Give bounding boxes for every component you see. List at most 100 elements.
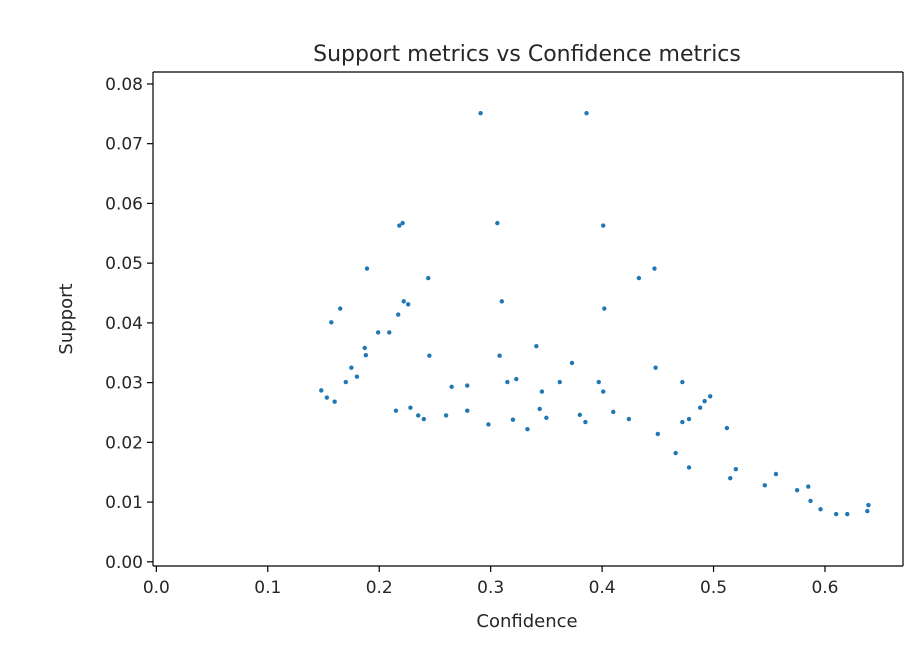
x-tick-label: 0.1 (254, 578, 281, 598)
scatter-point (653, 365, 658, 370)
scatter-point (636, 275, 642, 281)
scatter-point (332, 399, 337, 404)
scatter-point (537, 406, 542, 412)
scatter-point (416, 413, 421, 418)
scatter-point (497, 353, 502, 358)
scatter-point (400, 220, 405, 226)
x-tick-label: 0.0 (143, 578, 170, 598)
scatter-point (680, 419, 685, 425)
scatter-point (866, 502, 871, 508)
y-axis-label: Support (56, 283, 77, 354)
scatter-point (557, 379, 562, 385)
plot-area (319, 111, 871, 517)
scatter-point (577, 412, 583, 418)
scatter-point (478, 111, 483, 116)
scatter-point (510, 417, 516, 422)
y-tick-label: 0.06 (105, 194, 143, 214)
scatter-point (338, 306, 343, 311)
scatter-point (465, 383, 470, 388)
scatter-point (329, 320, 334, 325)
y-tick-label: 0.01 (105, 493, 143, 513)
scatter-point (626, 416, 632, 422)
y-tick-label: 0.03 (105, 374, 143, 394)
scatter-point (728, 475, 733, 481)
scatter-point (408, 405, 413, 410)
scatter-point (686, 416, 692, 422)
y-axis: 0.00 0.01 0.02 0.03 0.04 0.05 0.06 0.07 0.08 (105, 72, 154, 573)
scatter-point (708, 394, 713, 399)
scatter-point (395, 312, 401, 317)
scatter-point (569, 360, 575, 366)
scatter-point (601, 223, 606, 228)
x-tick-label: 0.5 (700, 578, 727, 598)
y-tick-label: 0.05 (105, 254, 143, 274)
scatter-point (686, 465, 692, 470)
x-tick-label: 0.4 (589, 578, 616, 598)
scatter-point (343, 379, 348, 385)
scatter-point (806, 484, 811, 489)
x-axis: 0.0 0.1 0.2 0.3 0.4 0.5 0.6 (143, 565, 903, 598)
scatter-point (583, 419, 588, 425)
scatter-point (818, 507, 823, 512)
scatter-point (602, 306, 607, 311)
y-tick-label: 0.07 (105, 135, 143, 155)
scatter-point (401, 299, 406, 304)
scatter-point (393, 408, 399, 413)
scatter-point (406, 302, 411, 307)
scatter-point (697, 405, 703, 410)
scatter-point (443, 413, 449, 418)
scatter-point (362, 345, 367, 351)
x-axis-label: Confidence (476, 611, 577, 632)
scatter-point (397, 223, 402, 228)
scatter-point (525, 427, 530, 432)
scatter-point (865, 508, 870, 514)
scatter-point (465, 408, 470, 413)
scatter-point (652, 266, 657, 271)
scatter-point (584, 111, 589, 116)
scatter-point (534, 343, 539, 349)
scatter-point (808, 498, 813, 504)
scatter-point (596, 379, 601, 385)
x-tick-label: 0.2 (366, 578, 393, 598)
scatter-point (539, 389, 545, 394)
scatter-point (505, 379, 510, 385)
scatter-point (421, 416, 427, 422)
scatter-point (601, 389, 606, 394)
scatter-point (349, 365, 354, 370)
scatter-point (354, 374, 360, 379)
scatter-point (794, 487, 800, 493)
scatter-point (733, 467, 739, 472)
scatter-point (387, 330, 392, 335)
scatter-point (544, 415, 549, 421)
scatter-point (426, 275, 431, 281)
scatter-point (363, 352, 369, 358)
y-tick-label: 0.02 (105, 433, 143, 453)
y-tick-label: 0.00 (105, 553, 143, 573)
scatter-point (364, 266, 370, 271)
x-tick-label: 0.3 (477, 578, 504, 598)
scatter-point (773, 471, 779, 477)
scatter-point (514, 376, 519, 382)
scatter-point (486, 422, 491, 427)
scatter-point (427, 353, 432, 358)
scatter-point (762, 483, 768, 488)
scatter-point (673, 450, 678, 456)
y-tick-label: 0.04 (105, 314, 143, 334)
scatter-point (319, 388, 324, 393)
scatter-point (680, 379, 685, 385)
scatter-point (499, 299, 505, 304)
scatter-point (702, 398, 707, 404)
chart-title: Support metrics vs Confidence metrics (313, 42, 741, 67)
scatter-point (655, 431, 661, 437)
scatter-point (611, 409, 616, 415)
x-tick-label: 0.6 (811, 578, 838, 598)
scatter-point (449, 384, 454, 389)
y-tick-label: 0.08 (105, 75, 143, 95)
scatter-point (833, 511, 839, 517)
scatter-point (724, 425, 730, 431)
scatter-point (495, 220, 500, 226)
scatter-point (845, 511, 850, 517)
scatter-point (375, 330, 381, 335)
scatter-point (324, 395, 330, 400)
